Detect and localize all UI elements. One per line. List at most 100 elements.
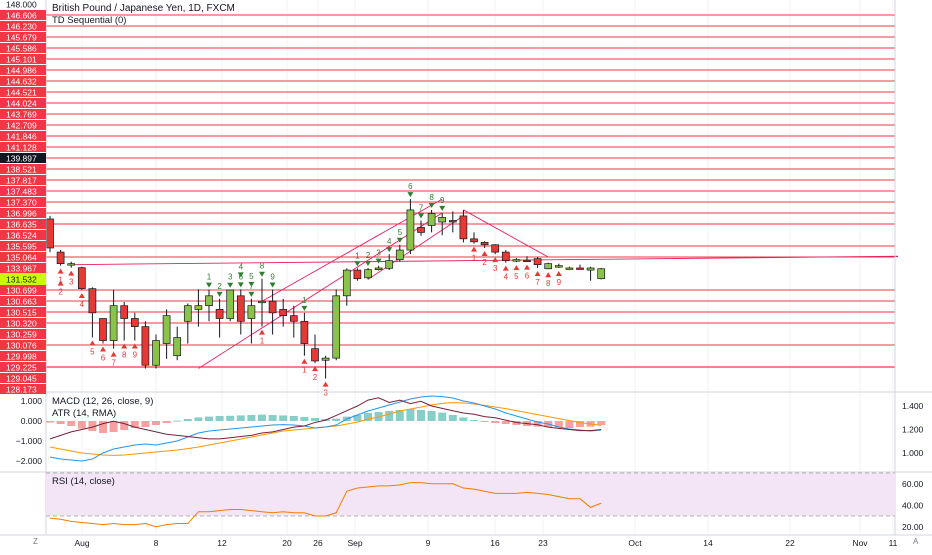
macd-histogram-bar: [56, 421, 65, 424]
rsi-axis-label: 40.00: [902, 500, 924, 510]
candle-up: [226, 289, 235, 319]
atr-label[interactable]: ATR (14, RMA): [52, 408, 117, 419]
price-label-tag: [0, 10, 46, 20]
price-label-tag: [0, 43, 46, 53]
td-buy-arrow: [396, 237, 403, 243]
rsi-label[interactable]: RSI (14, close): [52, 476, 115, 487]
candle-up: [406, 209, 415, 251]
rsi-line: [49, 482, 602, 528]
trendline: [71, 255, 899, 266]
candle-down: [99, 318, 107, 341]
price-axis-label: 130.515: [6, 308, 37, 318]
td-sell-arrow: [513, 265, 520, 271]
td-count-label: 8: [546, 279, 551, 288]
time-axis-label: 23: [538, 538, 548, 548]
macd-histogram-bar: [215, 416, 224, 421]
macd-histogram-bar: [173, 420, 182, 422]
price-axis-label: 129.998: [6, 352, 37, 362]
td-count-label: 3: [69, 278, 74, 287]
macd-histogram-bar: [385, 411, 394, 421]
td-sequential-label[interactable]: TD Sequential (0): [52, 15, 127, 26]
candle-up: [385, 260, 394, 269]
price-axis-label: 130.320: [6, 319, 37, 329]
candle-down: [56, 251, 65, 265]
price-axis-label: 145.586: [6, 44, 37, 54]
price-axis-label: 130.076: [6, 341, 37, 351]
macd-axis-label: −1.000: [16, 436, 43, 446]
macd-histogram-bar: [480, 421, 489, 422]
macd-histogram-bar: [289, 416, 298, 421]
candle-down: [480, 242, 489, 246]
macd-histogram-bar: [99, 421, 107, 433]
macd-histogram-bar: [300, 417, 309, 421]
time-axis-label: 16: [490, 538, 500, 548]
trendline: [463, 209, 549, 258]
price-axis-label: 130.259: [6, 330, 37, 340]
td-count-label: 4: [239, 262, 244, 271]
price-label-tag: [0, 362, 46, 372]
candle-up: [586, 267, 595, 271]
td-count-label: 7: [535, 278, 540, 287]
time-axis[interactable]: Aug 8 12 20 26 Sep 9 16 23 Oct 14 22 Nov 11: [74, 538, 897, 548]
symbol-title[interactable]: British Pound / Japanese Yen, 1D, FXCM: [52, 3, 235, 14]
grid-lines: [81, 0, 894, 535]
td-count-label: 1: [355, 251, 360, 260]
candle-up: [194, 305, 203, 310]
td-count-label: 5: [514, 272, 519, 281]
macd-axis-label: 1.000: [21, 396, 43, 406]
macd-label[interactable]: MACD (12, 26, close, 9): [52, 396, 154, 407]
macd-histogram-bar: [88, 421, 97, 431]
td-sell-arrow: [545, 272, 552, 278]
macd-histogram-bar: [459, 417, 468, 421]
price-label-tag: [0, 164, 46, 174]
auto-scale-toggle[interactable]: A: [913, 537, 919, 546]
price-axis-label: 138.521: [6, 165, 37, 175]
macd-histogram-bar: [427, 411, 436, 421]
rsi-band: [46, 473, 895, 516]
candle-down: [311, 348, 319, 362]
td-count-label: 2: [217, 282, 222, 291]
macd-histogram-bar: [491, 421, 500, 423]
macd-histogram-bar: [565, 421, 574, 428]
macd-histogram-bar: [77, 421, 86, 429]
td-sell-arrow: [89, 340, 96, 346]
macd-signal-line: [49, 402, 602, 456]
candles: [46, 199, 606, 379]
macd-histogram-bar: [470, 420, 478, 421]
macd-histogram-bar: [247, 415, 256, 421]
candle-down: [470, 238, 478, 243]
candle-up: [162, 315, 171, 344]
price-label-tag: [0, 318, 46, 328]
td-count-label: 2: [366, 251, 371, 260]
time-axis-label: 11: [889, 538, 898, 548]
td-count-label: 3: [323, 389, 328, 398]
macd-histogram-bar: [417, 410, 425, 421]
price-label-tag: [0, 296, 46, 306]
price-label-tag: [0, 109, 46, 119]
price-axis[interactable]: 148.000146.606146.230145.679145.586145.1…: [0, 0, 46, 395]
td-count-label: 4: [504, 273, 509, 282]
td-count-label: 1: [207, 273, 212, 282]
indicator-left-axis: 1.000 0.000 −1.000 −2.000: [16, 396, 43, 466]
candle-up: [374, 267, 383, 271]
td-sell-arrow: [131, 343, 138, 349]
td-sell-arrow: [502, 265, 509, 271]
price-axis-label: 144.986: [6, 66, 37, 76]
atr-line: [49, 397, 602, 440]
price-axis-label: 137.817: [6, 176, 37, 186]
timezone-corner-label[interactable]: Z: [33, 537, 38, 546]
atr-axis-label: 1.000: [902, 448, 924, 458]
candle-down: [46, 218, 54, 249]
price-label-tag: [0, 186, 46, 196]
price-axis-label: 146.606: [6, 11, 37, 21]
candle-down: [120, 305, 129, 319]
candle-up: [597, 268, 606, 280]
rsi-pane: [46, 472, 895, 528]
price-label-tag: [0, 32, 46, 42]
rsi-axis-label: 60.00: [902, 479, 924, 489]
td-sell-arrow: [301, 358, 308, 364]
td-count-label: 3: [228, 273, 233, 282]
price-axis-label: 136.635: [6, 220, 37, 230]
